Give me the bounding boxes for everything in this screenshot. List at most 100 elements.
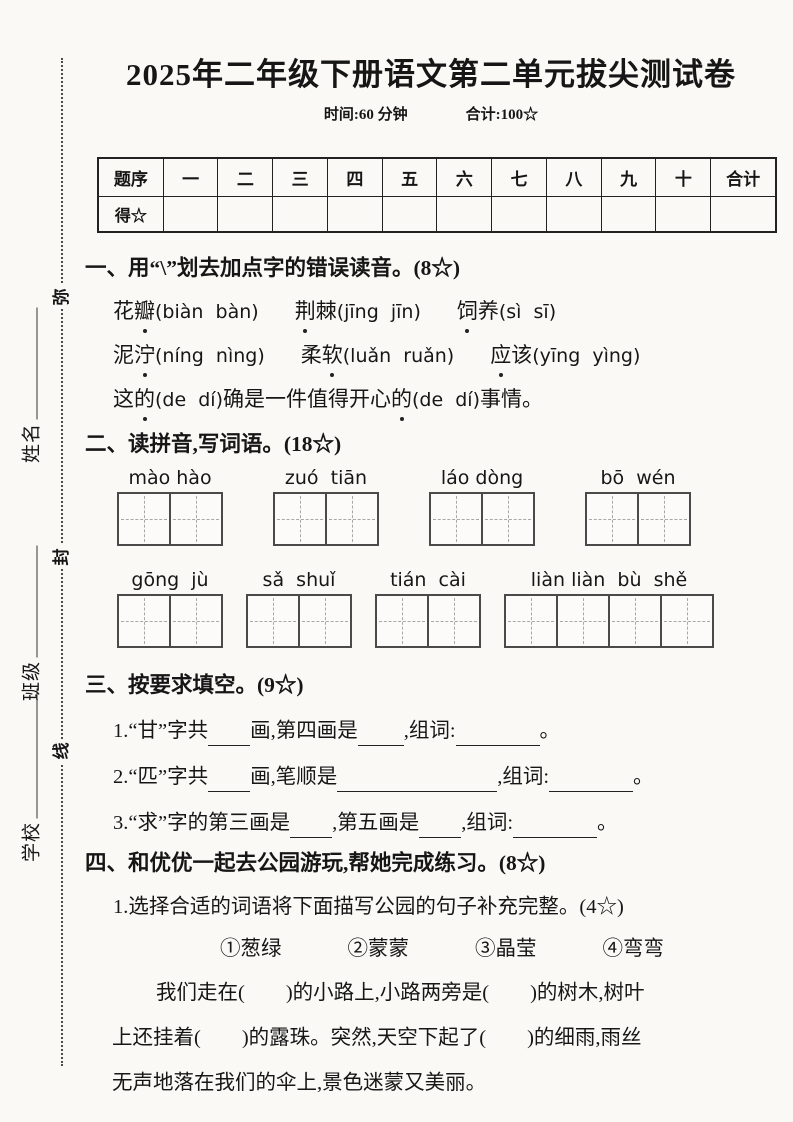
fill-in-text: 1.“甘”字共 [113,720,209,742]
score-header-cell: 四 [326,157,383,197]
fill-in-text: 。 [597,812,618,834]
score-empty-cell [491,196,547,233]
writing-cell [377,596,429,646]
word-item: 花瓣(biàn bàn) [113,296,259,333]
pinyin-grid-item: sǎ shuǐ [246,569,352,648]
score-empty-cell [436,196,493,233]
hanzi-text: 荆 [295,296,316,333]
score-header-cell: 五 [381,157,438,197]
pinyin-grid-row: mào hào zuó tiān láo dòng bō wén [117,467,777,546]
writing-cell [558,596,610,646]
reading-line: 泥泞(níng nìng) 柔软(luǎn ruǎn) 应该(yīng yìng) [113,340,777,377]
writing-cell [248,596,300,646]
score-header-cell: 一 [162,157,219,197]
word-item: 柔软(luǎn ruǎn) [301,340,455,377]
hanzi-text: 应 [490,340,511,377]
score-empty-cell [655,196,712,233]
fill-in-text: 2.“匹”字共 [113,766,209,788]
answer-blank [549,769,634,792]
word-option: ④弯弯 [602,938,665,960]
pinyin-choices: (jīng jīn) [336,301,421,323]
section1-heading: 一、用“\”划去加点字的错误读音。(8☆) [85,256,461,280]
score-empty-cell [710,196,777,233]
pinyin-label: tián cài [390,569,466,591]
word-item: 荆棘(jīng jīn) [295,296,421,333]
score-header-row: 题序一二三四五六七八九十合计 [97,157,777,197]
answer-blank [337,769,498,792]
seal-field-blank [22,308,38,420]
fill-in-text: 。 [539,720,561,742]
main-content: 2025年二年级下册语文第二单元拔尖测试卷 时间:60 分钟 合计:100☆ 题… [85,0,777,1106]
score-empty-cell [545,196,602,233]
answer-blank [419,815,462,838]
score-header-cell: 六 [436,157,493,197]
reading-line: 花瓣(biàn bàn) 荆棘(jīng jīn) 饲养(sì sī) [113,296,777,333]
score-empty-cell [326,196,383,233]
fill-in-item: 1.“甘”字共 画,第四画是 ,组词: 。 [113,716,777,746]
fill-in-text: ,组词: [403,720,456,742]
hanzi-text: 的 [391,384,412,421]
hanzi-text: 的 [134,384,155,421]
writing-cell [119,596,171,646]
pinyin-choices: (biàn bàn) [155,301,259,323]
seal-char: 线 [49,739,75,763]
meta-line: 时间:60 分钟 合计:100☆ [85,103,777,124]
writing-grid [117,594,223,648]
hanzi-text: 软 [322,340,343,377]
pinyin-choices: (luǎn ruǎn) [342,345,455,367]
writing-cell [429,596,479,646]
writing-cell [483,494,533,544]
writing-cell [587,494,639,544]
section1-lines: 花瓣(biàn bàn) 荆棘(jīng jīn) 饲养(sì sī) 泥泞(níng… [113,296,777,421]
pinyin-choices: (níng nìng) [155,345,265,367]
total-score-label: 合计:100☆ [465,107,539,123]
pinyin-grid-item: bō wén [585,467,691,546]
pinyin-choices: (sì sī) [498,301,557,323]
hanzi-text: 事情。 [480,387,543,411]
score-header-cell: 题序 [97,157,164,197]
writing-cell [119,494,171,544]
pinyin-grid-item: gōng jù [117,569,223,648]
score-header-cell: 八 [545,157,602,197]
section4-paragraph: 我们走在( )的小路上,小路两旁是( )的树木,树叶 上还挂着( )的露珠。突然,… [112,971,774,1106]
pinyin-label: láo dòng [440,467,524,489]
pinyin-grid-item: zuó tiān [273,467,379,546]
seal-char: 弥 [49,285,75,309]
writing-cell [327,494,377,544]
hanzi-text: 这 [113,387,134,411]
score-header-cell: 合计 [710,157,777,197]
section4-options: ①葱绿 ②蒙蒙 ③晶莹 ④弯弯 [220,934,777,964]
score-row-label: 得☆ [97,196,164,233]
pinyin-choices: (de dí) [155,389,223,411]
section-3: 三、按要求填空。(9☆) 1.“甘”字共 画,第四画是 ,组词: 。 2.“匹”字共 画,… [85,670,777,838]
writing-cell [610,596,662,646]
score-value-row: 得☆ [97,196,777,233]
score-header-cell: 二 [217,157,274,197]
score-empty-cell [217,196,274,233]
seal-field-label: 姓名 [21,423,43,464]
answer-blank [290,815,333,838]
reading-line: 这的(de dí)确是一件值得开心的(de dí)事情。 [113,384,777,421]
section-1: 一、用“\”划去加点字的错误读音。(8☆) 花瓣(biàn bàn) 荆棘(jīn… [85,253,777,421]
section2-heading: 二、读拼音,写词语。(18☆) [85,432,342,456]
writing-grid [246,594,352,648]
pinyin-grid-row: gōng jù sǎ shuǐ tián cài liàn liàn bù shě [117,569,777,648]
seal-field-blank [22,689,38,819]
seal-field-姓名: 姓名 [17,286,44,486]
writing-grid [504,594,714,648]
writing-cell [662,596,712,646]
hanzi-text: 养 [477,299,499,323]
section4-subheading: 1.选择合适的词语将下面描写公园的句子补充完整。(4☆) [113,896,624,918]
writing-cell [639,494,689,544]
seal-field-学校: 学校 [17,676,44,876]
pinyin-label: mào hào [128,467,212,489]
pinyin-label: bō wén [600,467,676,489]
score-empty-cell [600,196,657,233]
pinyin-grid-item: liàn liàn bù shě [504,569,714,648]
writing-cell [300,596,350,646]
pinyin-grid-item: tián cài [375,569,481,648]
seal-field-label: 学校 [21,822,43,863]
hanzi-text: 瓣 [134,296,155,333]
section3-heading: 三、按要求填空。(9☆) [85,673,304,697]
